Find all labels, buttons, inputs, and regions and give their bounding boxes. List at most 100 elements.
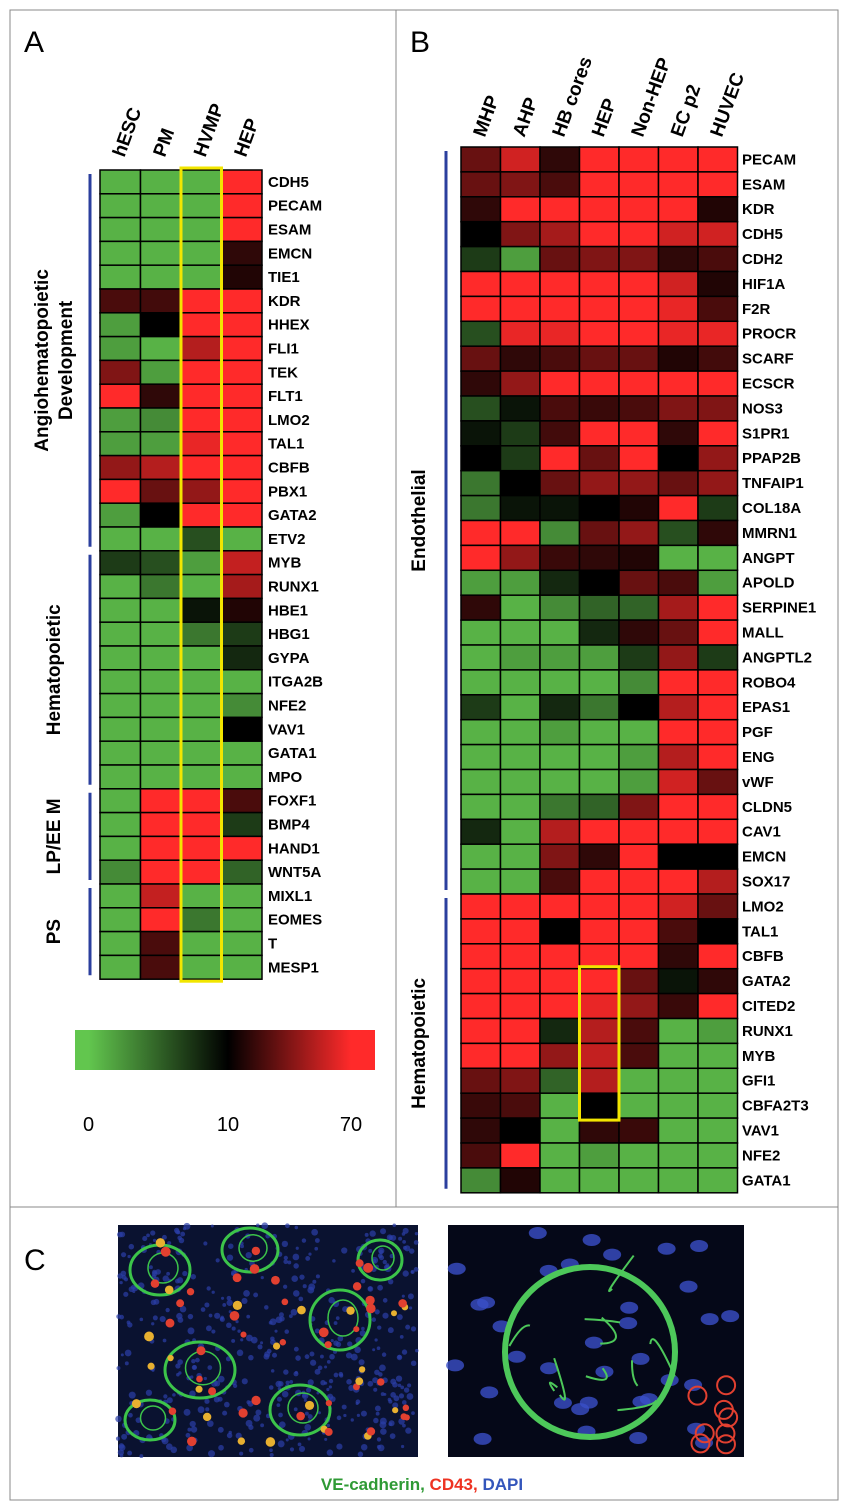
heatmap-cell [580,994,620,1019]
heatmap-cell [619,421,659,446]
nucleus [146,1233,150,1237]
heatmap-cell [181,884,222,908]
nucleus [306,1387,311,1392]
nucleus [351,1269,355,1273]
heatmap-cell [659,1043,699,1068]
heatmap-cell [659,496,699,521]
nucleus [401,1445,404,1448]
heatmap-cell [100,551,141,575]
heatmap-cell [659,471,699,496]
heatmap-cell [501,819,541,844]
nucleus [255,1410,261,1416]
heatmap-cell [222,432,263,456]
nucleus [310,1360,316,1366]
nucleus [327,1424,330,1427]
nucleus [377,1346,381,1350]
heatmap-cell [619,670,659,695]
heatmap-cell [540,1143,580,1168]
nucleus [140,1318,144,1322]
heatmap-cell [698,147,738,172]
column-header: MHP [470,93,504,140]
heatmap-cell [659,346,699,371]
heatmap-cell [698,595,738,620]
heatmap-cell [698,770,738,795]
heatmap-cell [141,456,182,480]
nucleus [314,1247,318,1251]
heatmap-cell [100,241,141,265]
heatmap-cell [461,172,501,197]
heatmap-cell [461,147,501,172]
row-label: KDR [268,293,301,310]
row-label: SERPINE1 [742,600,816,617]
nucleus [177,1231,181,1235]
heatmap-cell [100,741,141,765]
nucleus [165,1308,169,1312]
heatmap-cell [222,551,263,575]
heatmap-cell [619,944,659,969]
heatmap-cell [619,1093,659,1118]
heatmap-cell [698,371,738,396]
heatmap-cell [100,408,141,432]
heatmap-cell [141,908,182,932]
column-header: EC p2 [667,82,705,140]
nucleus [372,1317,376,1321]
heatmap-cell [698,346,738,371]
heatmap-cell [100,670,141,694]
column-header: HVMP [190,101,229,160]
cd43-cell [233,1273,242,1282]
heatmap-cell [141,384,182,408]
heatmap-cell [619,471,659,496]
nucleus [361,1327,365,1331]
nucleus [207,1365,212,1370]
heatmap-cell [580,595,620,620]
heatmap-cell [501,1168,541,1193]
heatmap-cell [181,384,222,408]
heatmap-cell [141,765,182,789]
heatmap-cell [100,456,141,480]
heatmap-cell [619,396,659,421]
nucleus [332,1259,336,1263]
nucleus [237,1329,240,1332]
nucleus [585,1337,603,1349]
heatmap-cell [461,794,501,819]
nucleus [390,1433,396,1439]
nucleus [177,1359,183,1365]
nucleus [246,1315,250,1319]
nucleus [204,1377,207,1380]
heatmap-cell [461,421,501,446]
row-label: TAL1 [268,436,304,453]
heatmap-cell [181,717,222,741]
heatmap-cell [222,503,263,527]
nucleus [415,1232,418,1235]
nucleus [227,1296,232,1301]
heatmap-cell [698,222,738,247]
cd43-cell [367,1427,375,1435]
heatmap-cell [540,819,580,844]
row-label: TAL1 [742,923,778,940]
nucleus [188,1314,193,1319]
heatmap-cell [141,360,182,384]
cd43-cell [251,1396,260,1405]
heatmap-cell [698,1143,738,1168]
cd43-cell [325,1428,333,1436]
row-label: EMCN [268,245,312,262]
nucleus [311,1229,318,1236]
heatmap-cell [580,869,620,894]
heatmap-cell [181,432,222,456]
cd43-cell [148,1363,155,1370]
group-label: Angiohematopoietic [32,269,53,452]
nucleus [121,1271,127,1277]
heatmap-cell [181,289,222,313]
panel-letter: C [24,1244,46,1277]
nucleus [178,1371,181,1374]
heatmap-cell [461,471,501,496]
heatmap-cell [501,1019,541,1044]
heatmap-cell [659,545,699,570]
heatmap-cell [501,1043,541,1068]
heatmap-cell [580,1093,620,1118]
row-label: RUNX1 [268,578,319,595]
nucleus [246,1252,252,1258]
heatmap-cell [181,241,222,265]
heatmap-cell [501,272,541,297]
heatmap-cell [222,265,263,289]
